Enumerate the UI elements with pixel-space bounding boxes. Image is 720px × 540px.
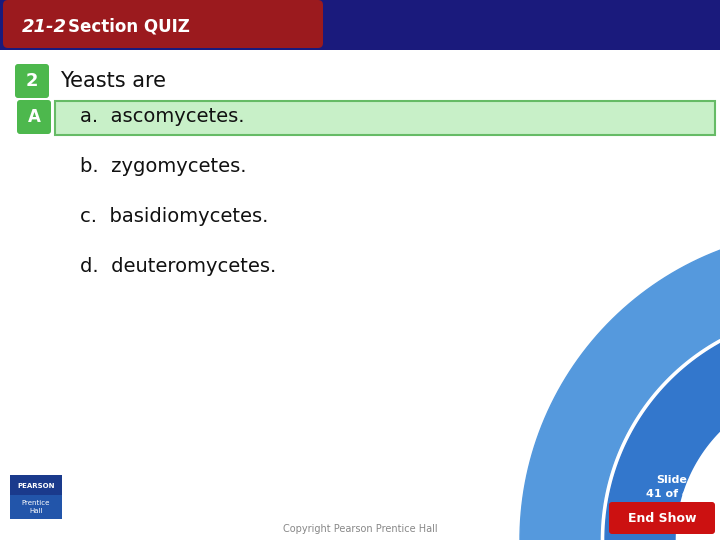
Text: 21-2: 21-2 bbox=[22, 18, 67, 36]
Text: b.  zygomycetes.: b. zygomycetes. bbox=[80, 158, 246, 177]
Text: Copyright Pearson Prentice Hall: Copyright Pearson Prentice Hall bbox=[283, 524, 437, 534]
Text: PEARSON: PEARSON bbox=[17, 483, 55, 489]
FancyBboxPatch shape bbox=[17, 100, 51, 134]
Text: d.  deuteromycetes.: d. deuteromycetes. bbox=[80, 258, 276, 276]
Text: Prentice
Hall: Prentice Hall bbox=[22, 500, 50, 514]
Bar bbox=[10, 495, 62, 519]
Text: End Show: End Show bbox=[628, 512, 696, 525]
Polygon shape bbox=[605, 315, 720, 540]
Text: 2: 2 bbox=[26, 72, 38, 90]
FancyBboxPatch shape bbox=[3, 0, 323, 48]
FancyBboxPatch shape bbox=[15, 64, 49, 98]
Polygon shape bbox=[520, 230, 720, 540]
Bar bbox=[0, 465, 720, 540]
Text: c.  basidiomycetes.: c. basidiomycetes. bbox=[80, 207, 269, 226]
Text: A: A bbox=[27, 108, 40, 126]
FancyBboxPatch shape bbox=[55, 101, 715, 135]
Text: Yeasts are: Yeasts are bbox=[60, 71, 166, 91]
Bar bbox=[0, 0, 720, 50]
Text: a.  ascomycetes.: a. ascomycetes. bbox=[80, 107, 245, 126]
Text: Slide
41 of 44: Slide 41 of 44 bbox=[646, 475, 698, 499]
Text: Section QUIZ: Section QUIZ bbox=[68, 18, 190, 36]
Bar bbox=[10, 475, 62, 495]
FancyBboxPatch shape bbox=[609, 502, 715, 534]
Bar bbox=[0, 50, 720, 465]
